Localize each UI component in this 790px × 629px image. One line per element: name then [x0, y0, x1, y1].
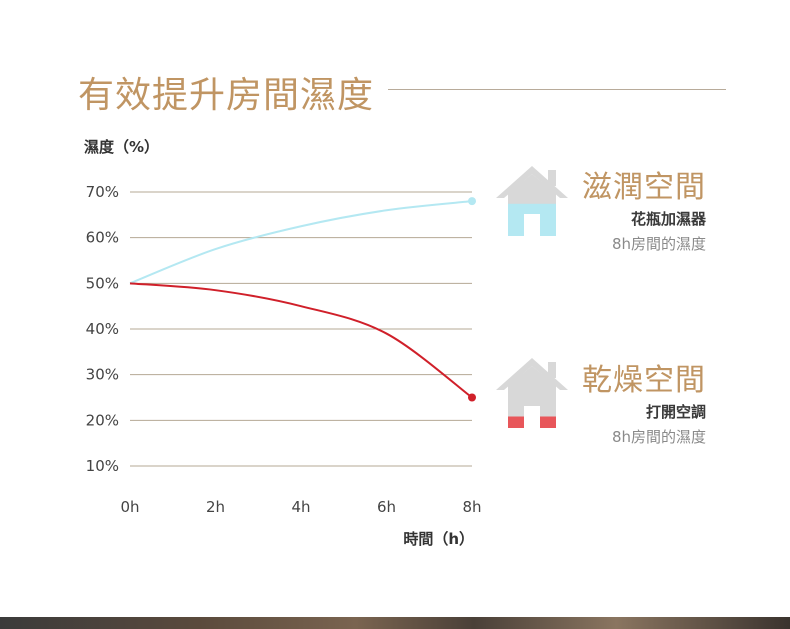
y-tick-label: 40% — [86, 320, 119, 338]
y-axis-label: 濕度（%） — [84, 138, 159, 156]
x-tick-label: 2h — [206, 498, 225, 516]
legend-moist-sub: 花瓶加濕器 — [630, 210, 706, 228]
x-axis-label: 時間（h） — [403, 530, 474, 548]
x-tick-label: 0h — [120, 498, 139, 516]
title-divider — [388, 89, 726, 90]
x-tick-label: 4h — [291, 498, 310, 516]
series-end-point — [468, 197, 476, 206]
house-icon — [496, 358, 568, 428]
series-line-moist — [129, 200, 473, 285]
legend-moist-sub2: 8h房間的濕度 — [611, 235, 706, 253]
page-title: 有效提升房間濕度 — [78, 75, 375, 116]
legend-dry-sub: 打開空調 — [645, 403, 706, 421]
legend-dry-sub2: 8h房間的濕度 — [611, 428, 706, 446]
series-line-dry — [129, 282, 473, 399]
y-tick-label: 50% — [86, 274, 119, 292]
y-tick-label: 60% — [86, 229, 119, 247]
bottom-photo-strip — [0, 617, 790, 629]
legend-dry-name: 乾燥空間 — [582, 363, 706, 398]
house-icon — [496, 166, 568, 236]
y-tick-label: 20% — [86, 411, 119, 429]
y-tick-label: 30% — [86, 366, 119, 384]
legend-moist-name: 滋潤空間 — [582, 170, 706, 205]
x-tick-label: 8h — [462, 498, 481, 516]
y-tick-label: 10% — [86, 457, 119, 475]
y-tick-label: 70% — [86, 183, 119, 201]
x-tick-label: 6h — [377, 498, 396, 516]
series-end-point — [468, 393, 476, 402]
